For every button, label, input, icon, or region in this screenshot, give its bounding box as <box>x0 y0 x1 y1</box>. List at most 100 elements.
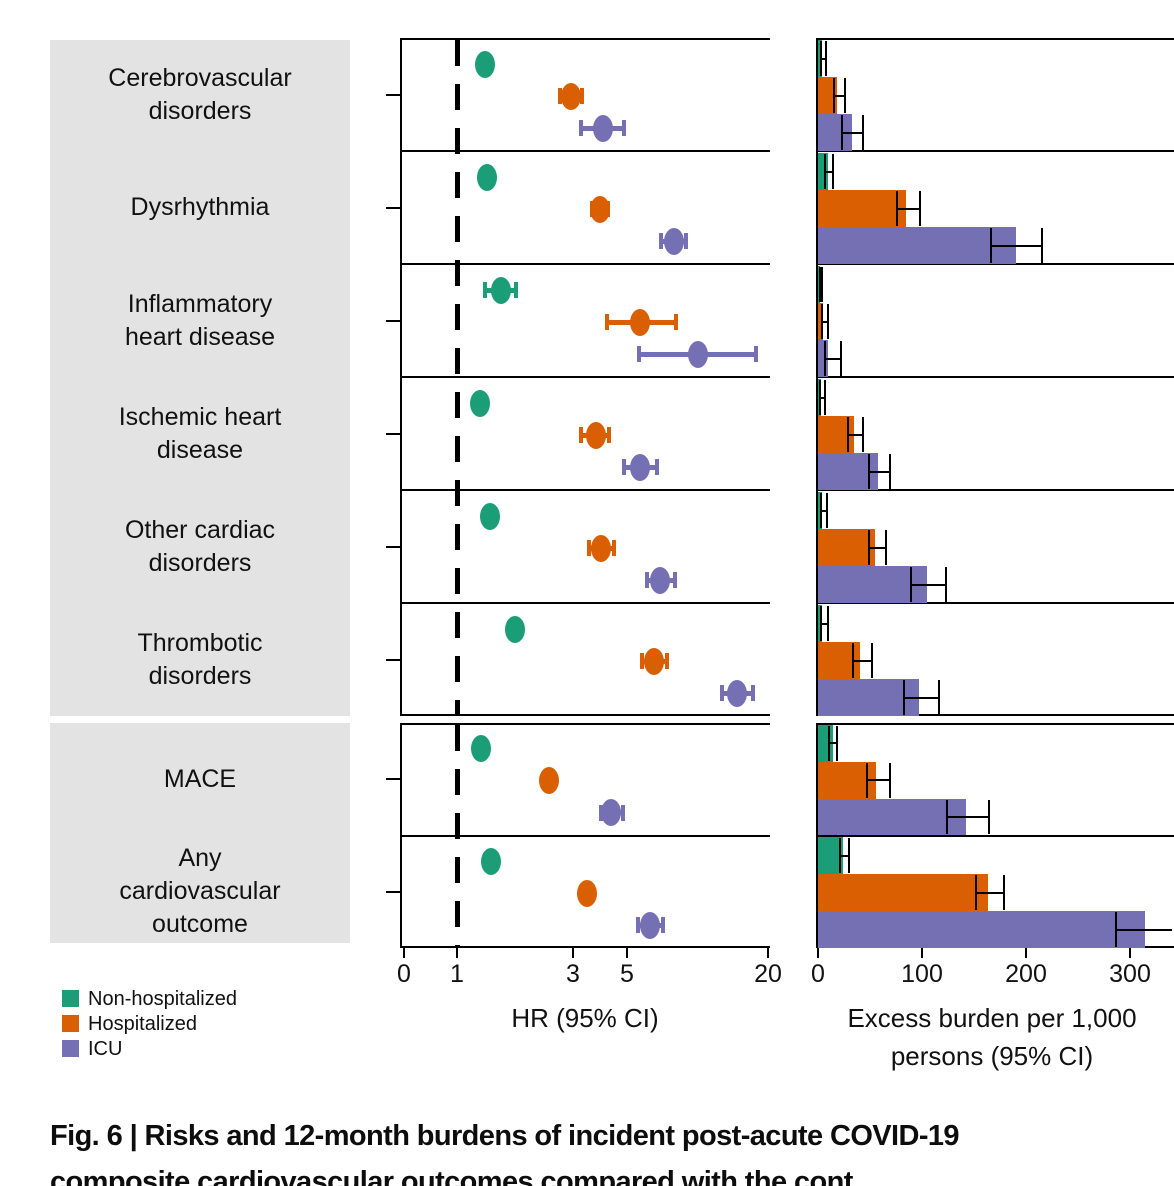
hr-point-icu <box>601 799 622 827</box>
hr-point-hospitalized <box>643 647 664 675</box>
burden-ci-cap-low <box>989 228 992 263</box>
hr-ci-cap-low <box>636 917 641 934</box>
burden-ci-cap-low <box>865 762 868 798</box>
burden-ci-cap-high <box>827 304 830 339</box>
burden-bar-icu <box>818 679 919 716</box>
burden-bar-hospitalized <box>818 77 837 114</box>
burden-ci-line <box>867 546 885 549</box>
hr-point-non-hospitalized <box>481 847 501 875</box>
burden-ci-line <box>852 659 872 662</box>
burden-ci-cap-high <box>871 643 874 678</box>
figure-caption-line2-clipped: composite cardiovascular outcomes compar… <box>50 1166 853 1186</box>
burden-ci-cap-low <box>824 154 827 189</box>
burden-row-divider <box>816 489 1174 491</box>
outcome-label: Inflammatory heart disease <box>124 289 276 351</box>
hr-ci-cap-low <box>579 427 584 443</box>
outcome-label: Thrombotic disorders <box>137 628 263 690</box>
burden-ci-cap-high <box>839 341 842 376</box>
hr-point-icu <box>630 453 651 481</box>
hr-ci-cap-high <box>607 427 612 443</box>
hr-ci-cap-low <box>604 314 609 330</box>
legend-item-non-hospitalized: Non-hospitalized <box>62 988 292 1010</box>
burden-bar-icu <box>818 340 829 377</box>
hr-point-hospitalized <box>586 421 606 449</box>
forest-row-divider <box>400 376 770 378</box>
forest-row-divider <box>400 602 770 604</box>
outcome-label-block <box>50 40 350 716</box>
burden-axis-title-line1: Excess burden per 1,000 <box>847 1003 1137 1033</box>
hr-ci-cap-high <box>621 120 626 136</box>
burden-axis-tick <box>1025 948 1027 958</box>
forest-y-tick <box>386 432 400 435</box>
burden-bar-hospitalized <box>818 874 988 912</box>
hr-axis-tick <box>767 948 769 958</box>
outcome-label-block <box>50 723 350 943</box>
hr-ci-cap-high <box>513 282 518 298</box>
burden-ci-cap-high <box>918 191 921 226</box>
hr-axis-tick-label: 20 <box>754 960 782 988</box>
forest-row-divider <box>400 150 770 152</box>
hr-ci-cap-high <box>665 653 670 669</box>
hr-point-non-hospitalized <box>480 502 501 530</box>
hr-axis-tick <box>625 948 628 958</box>
hr-ci-cap-high <box>621 804 626 821</box>
hr-ci-cap-low <box>644 572 649 588</box>
hr-point-icu <box>688 340 709 368</box>
burden-ci-cap-low <box>818 267 821 302</box>
hr-point-hospitalized <box>576 879 597 907</box>
hr-point-hospitalized <box>589 195 610 223</box>
legend-item-hospitalized: Hospitalized <box>62 1013 292 1035</box>
burden-ci-cap-high <box>1003 875 1006 911</box>
burden-ci-cap-low <box>832 78 835 113</box>
burden-ci-cap-high <box>825 41 828 76</box>
outcome-label: Ischemic heart disease <box>118 402 282 464</box>
burden-ci-line <box>820 509 827 512</box>
burden-axis-tick <box>1129 948 1131 958</box>
burden-ci-cap-low <box>820 41 823 76</box>
legend-swatch <box>62 1040 79 1057</box>
hr-ci-cap-low <box>640 653 645 669</box>
hr-axis-tick-label: 0 <box>397 960 411 988</box>
burden-ci-line <box>820 57 826 60</box>
burden-ci-cap-low <box>819 380 822 415</box>
hr-ci-cap-low <box>587 540 592 556</box>
burden-axis-tick <box>817 948 819 958</box>
burden-ci-cap-high <box>937 680 940 715</box>
hr-axis-title: HR (95% CI) <box>511 1003 659 1033</box>
forest-row-divider <box>400 834 770 837</box>
burden-row-divider <box>816 150 1174 152</box>
hr-point-hospitalized <box>590 534 611 562</box>
burden-axis-tick-label: 200 <box>1005 960 1047 988</box>
forest-y-tick <box>386 890 400 893</box>
hr-point-non-hospitalized <box>471 735 492 763</box>
burden-ci-line <box>840 131 862 134</box>
burden-ci-cap-low <box>867 454 870 489</box>
burden-ci-cap-low <box>909 567 912 602</box>
hr-ci-cap-high <box>683 233 688 249</box>
hr-ci-cap-high <box>672 572 677 588</box>
hr-axis-tick-label: 5 <box>620 960 634 988</box>
forest-y-tick <box>386 206 400 209</box>
burden-ci-line <box>847 433 862 436</box>
burden-ci-cap-low <box>896 191 898 226</box>
burden-ci-cap-high <box>1040 228 1043 263</box>
burden-ci-cap-high <box>884 530 887 565</box>
hr-point-hospitalized <box>539 767 559 795</box>
burden-bar-icu <box>818 911 1145 948</box>
forest-y-tick <box>386 93 400 96</box>
burden-ci-cap-low <box>820 606 823 641</box>
burden-bar-non-hospitalized <box>818 837 843 875</box>
burden-ci-cap-low <box>824 341 827 376</box>
forest-y-tick <box>386 545 400 548</box>
legend-item-icu: ICU <box>62 1038 292 1060</box>
burden-ci-cap-high <box>888 454 891 489</box>
hr-point-non-hospitalized <box>477 163 498 191</box>
hr-point-icu <box>640 911 660 939</box>
hr-ci-cap-high <box>660 917 665 934</box>
burden-bar-non-hospitalized <box>818 153 829 190</box>
burden-ci-cap-high <box>944 567 947 602</box>
burden-ci-cap-high <box>826 493 829 528</box>
hr-point-non-hospitalized <box>504 615 525 643</box>
hr-ci-cap-high <box>754 346 759 362</box>
